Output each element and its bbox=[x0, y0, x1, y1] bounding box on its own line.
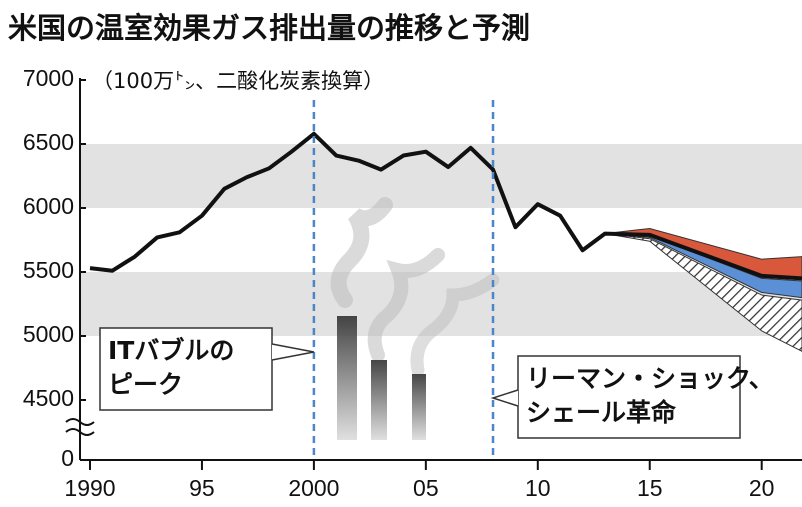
y-tick-label: 4500 bbox=[23, 385, 74, 411]
x-tick-label: 1990 bbox=[64, 475, 115, 501]
y-tick-label: 5000 bbox=[23, 321, 74, 347]
x-tick-label: 20 bbox=[749, 475, 775, 501]
smokestacks bbox=[330, 197, 500, 440]
annotation-text: ピーク bbox=[108, 370, 183, 399]
y-tick-label: 6000 bbox=[23, 193, 74, 219]
x-tick-label: 05 bbox=[413, 475, 439, 501]
grid-bands bbox=[80, 144, 802, 336]
annotation-box bbox=[99, 327, 273, 411]
x-tick-label: 15 bbox=[637, 475, 663, 501]
y-tick-label: 6500 bbox=[23, 129, 74, 155]
y-tick-label: 0 bbox=[61, 445, 74, 471]
x-tick-label: 95 bbox=[189, 475, 215, 501]
plot bbox=[89, 131, 802, 352]
line bbox=[89, 131, 802, 281]
annotation-text: シェール革命 bbox=[526, 398, 677, 427]
y-tick-label: 7000 bbox=[23, 65, 74, 91]
grid-band bbox=[80, 272, 802, 336]
chart-title: 米国の温室効果ガス排出量の推移と予測 bbox=[8, 11, 530, 45]
annotation-text: ITバブルの bbox=[108, 336, 234, 365]
annotation-pointer bbox=[490, 389, 519, 407]
annotation-text: リーマン・ショック、 bbox=[526, 364, 774, 393]
y-axis-label: （100万㌧、二酸化炭素換算） bbox=[92, 69, 384, 93]
grid-band bbox=[80, 144, 802, 208]
axis-break bbox=[65, 418, 95, 436]
x-tick-label: 10 bbox=[525, 475, 551, 501]
projection-band bbox=[604, 233, 802, 352]
annotation-pointer bbox=[271, 343, 315, 361]
y-tick-label: 5500 bbox=[23, 257, 74, 283]
x-tick-label: 2000 bbox=[288, 475, 339, 501]
annotation-box bbox=[517, 355, 741, 439]
